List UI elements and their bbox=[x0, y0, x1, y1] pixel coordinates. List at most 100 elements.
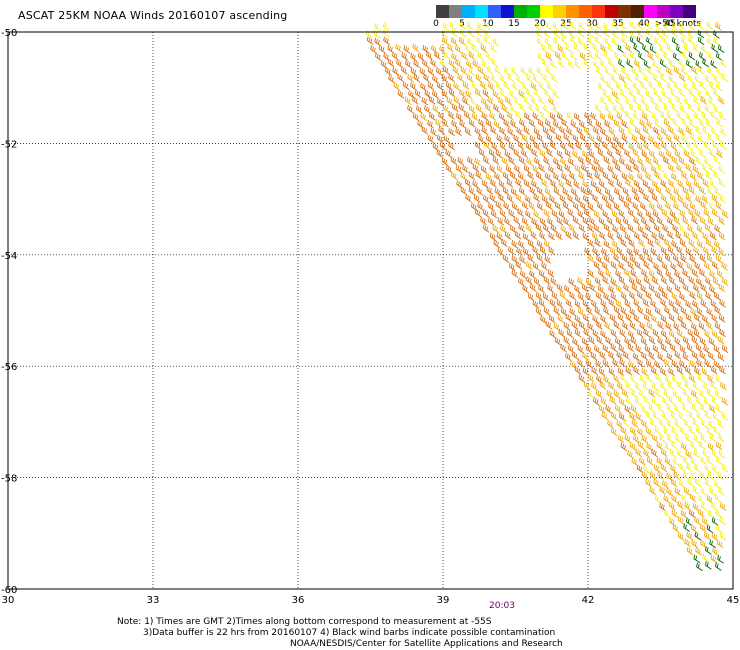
wind-barb bbox=[490, 209, 498, 219]
wind-barb bbox=[598, 404, 606, 414]
wind-barb bbox=[560, 343, 567, 353]
wind-barb bbox=[595, 120, 603, 129]
wind-barb bbox=[704, 359, 711, 368]
wind-barb bbox=[500, 89, 507, 99]
wind-barb bbox=[602, 359, 610, 368]
wind-barb bbox=[483, 35, 491, 45]
wind-barb bbox=[717, 419, 725, 429]
wind-barb bbox=[721, 412, 729, 421]
wind-barb bbox=[674, 81, 681, 91]
wind-barb bbox=[574, 285, 581, 294]
wind-barb bbox=[697, 134, 705, 144]
wind-barb bbox=[679, 238, 687, 248]
wind-barb bbox=[676, 111, 684, 121]
wind-barb bbox=[550, 179, 557, 189]
wind-barb bbox=[605, 135, 613, 144]
wind-barb bbox=[561, 21, 569, 30]
wind-barb bbox=[694, 209, 702, 218]
wind-barb bbox=[521, 217, 529, 226]
wind-barb bbox=[625, 313, 633, 323]
wind-barb bbox=[677, 500, 685, 510]
wind-barb bbox=[594, 277, 602, 286]
wind-barb bbox=[680, 442, 688, 452]
wind-barb bbox=[619, 21, 627, 30]
wind-barb bbox=[587, 29, 594, 38]
wind-barb bbox=[695, 546, 702, 556]
wind-barb bbox=[695, 426, 703, 435]
wind-barb bbox=[446, 96, 454, 106]
wind-barb bbox=[705, 171, 713, 180]
wind-barb bbox=[579, 133, 587, 142]
wind-barb bbox=[721, 397, 729, 406]
wind-barb bbox=[673, 322, 681, 332]
wind-barb bbox=[703, 397, 711, 407]
wind-barb bbox=[558, 59, 565, 68]
wind-barb bbox=[587, 223, 594, 233]
wind-barb bbox=[558, 210, 566, 219]
wind-barb bbox=[632, 352, 640, 362]
wind-barb bbox=[683, 486, 691, 496]
wind-barb bbox=[672, 305, 680, 315]
wind-barb bbox=[642, 298, 650, 308]
wind-barb bbox=[529, 186, 537, 196]
wind-barb bbox=[603, 306, 610, 316]
wind-barb bbox=[640, 165, 648, 174]
wind-barb bbox=[522, 284, 529, 294]
wind-barb bbox=[672, 524, 680, 533]
wind-barb bbox=[507, 111, 514, 121]
wind-barb bbox=[597, 285, 605, 294]
wind-barb bbox=[693, 180, 701, 189]
wind-barb bbox=[611, 37, 619, 47]
wind-barb bbox=[671, 103, 679, 113]
wind-barb bbox=[503, 202, 511, 211]
wind-barb bbox=[607, 419, 614, 429]
wind-barb bbox=[549, 125, 557, 135]
wind-barb bbox=[543, 104, 550, 114]
wind-barb bbox=[591, 231, 599, 241]
wind-barb bbox=[484, 21, 492, 31]
wind-barb bbox=[687, 396, 694, 406]
wind-barb bbox=[477, 22, 484, 32]
wind-barb bbox=[612, 157, 619, 166]
wind-barb bbox=[629, 103, 637, 113]
wind-barb bbox=[468, 51, 476, 60]
wind-barb bbox=[702, 232, 710, 242]
wind-barb bbox=[401, 51, 409, 61]
wind-barb bbox=[645, 156, 653, 165]
wind-barb bbox=[474, 127, 482, 136]
wind-barb bbox=[487, 82, 495, 91]
wind-barb bbox=[487, 96, 494, 105]
wind-barb bbox=[585, 345, 593, 354]
wind-barb bbox=[713, 345, 721, 354]
wind-barb bbox=[568, 141, 575, 150]
wind-barb bbox=[689, 172, 697, 181]
wind-barb bbox=[711, 532, 719, 541]
wind-barb bbox=[430, 44, 438, 54]
wind-barb bbox=[668, 313, 676, 323]
legend-swatch bbox=[527, 5, 540, 18]
wind-barb bbox=[569, 291, 576, 301]
wind-barb bbox=[546, 66, 553, 76]
wind-barb bbox=[623, 81, 631, 91]
wind-barb bbox=[582, 180, 589, 189]
wind-barb bbox=[653, 360, 661, 369]
wind-barb bbox=[699, 389, 707, 399]
wind-barb bbox=[715, 82, 723, 92]
wind-barb bbox=[633, 314, 641, 323]
wind-barb bbox=[654, 425, 662, 435]
wind-barb bbox=[679, 345, 687, 354]
wind-barb bbox=[535, 104, 542, 114]
wind-barb bbox=[679, 104, 687, 114]
wind-barb bbox=[470, 202, 478, 212]
wind-barb bbox=[546, 133, 554, 142]
wind-barb bbox=[645, 21, 653, 30]
wind-barb bbox=[704, 410, 712, 420]
wind-barb bbox=[641, 112, 649, 121]
wind-barb bbox=[658, 419, 666, 428]
wind-barb bbox=[596, 255, 603, 264]
wind-barb bbox=[575, 141, 583, 151]
wind-barb bbox=[482, 224, 490, 233]
wind-barb bbox=[544, 119, 552, 128]
wind-barb bbox=[620, 373, 627, 383]
wind-barb bbox=[659, 434, 666, 443]
